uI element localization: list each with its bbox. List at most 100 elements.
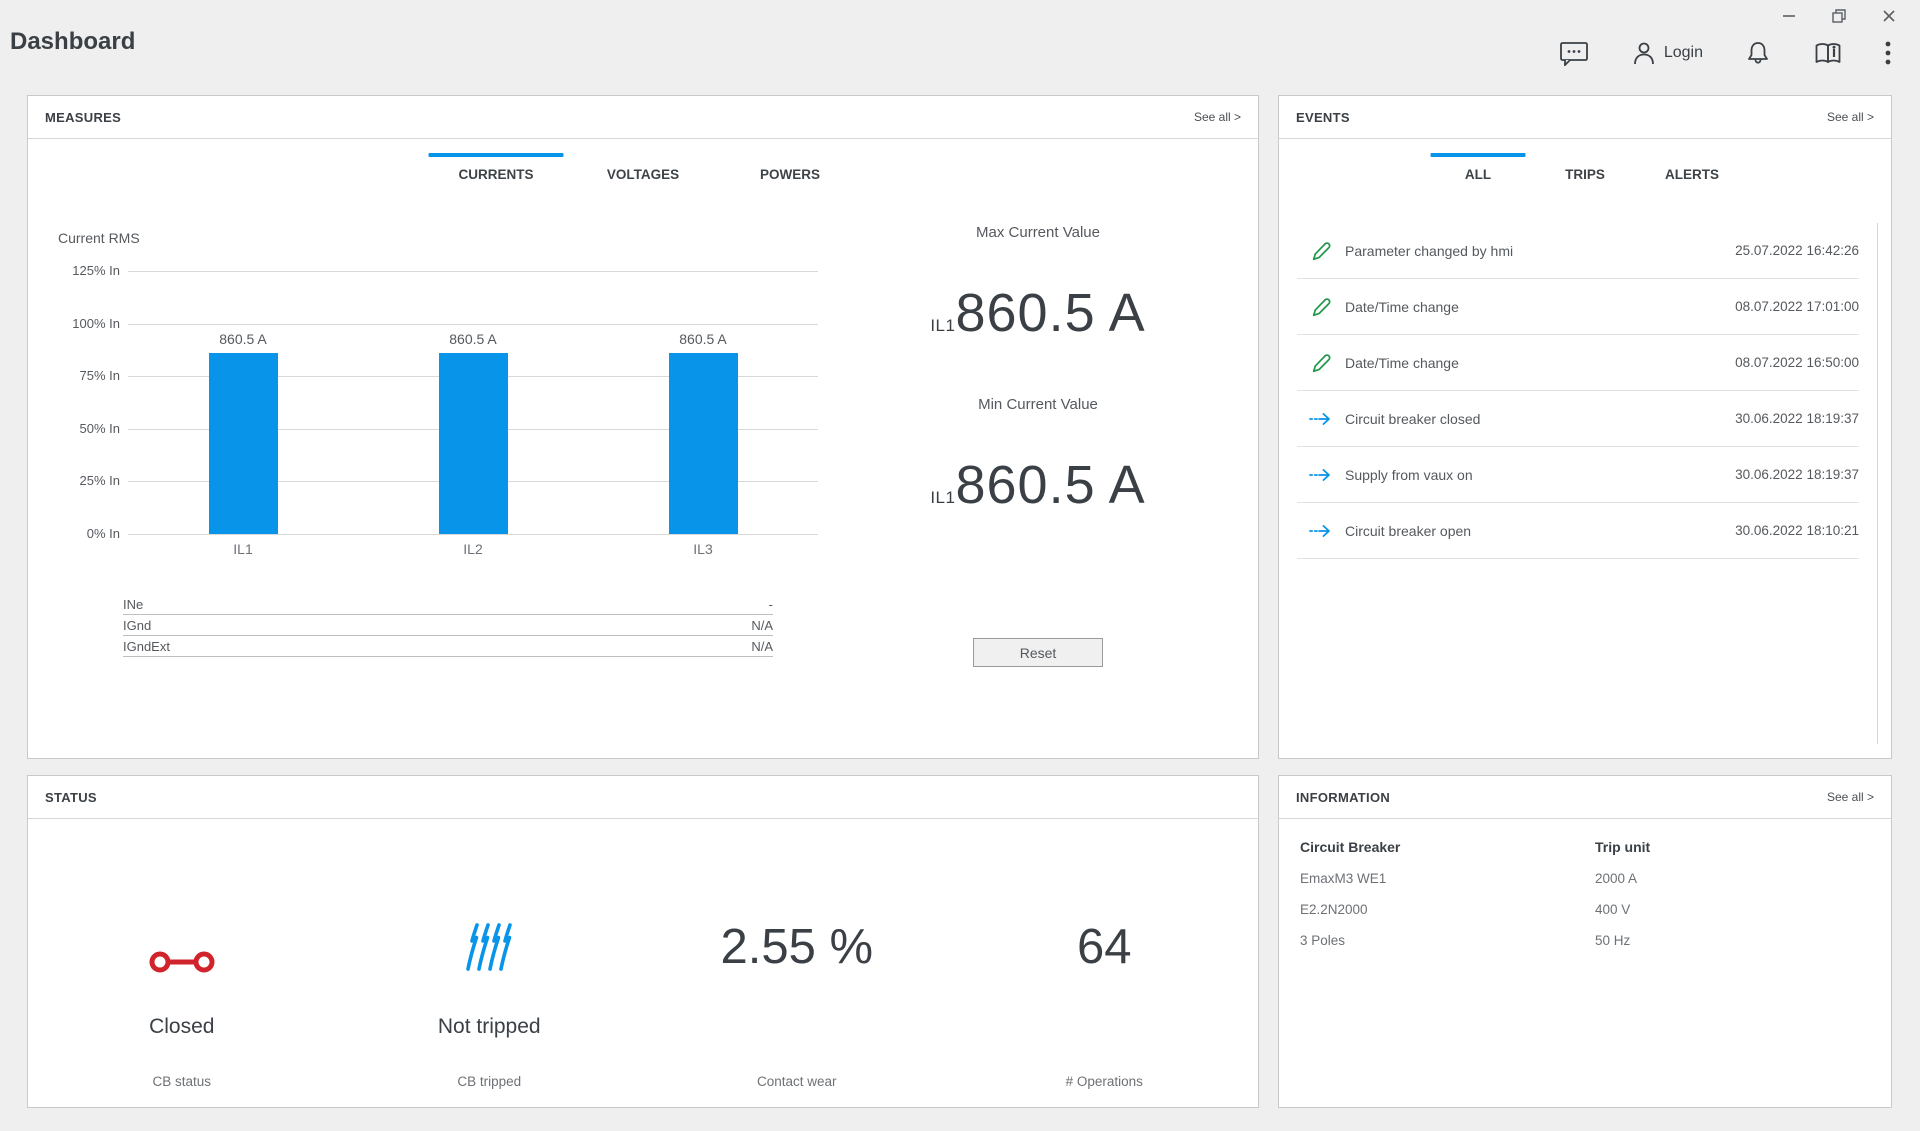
events-panel: EVENTS See all > ALL TRIPS ALERTS Parame… xyxy=(1278,95,1892,759)
cb-closed-icon xyxy=(28,914,336,1009)
notifications-button[interactable] xyxy=(1724,36,1792,70)
dashed-arrow-icon xyxy=(1309,463,1333,487)
current-rms-chart: 860.5 A IL1 860.5 A IL2 860.5 A IL3 xyxy=(128,271,818,557)
operations-tile: 64 # Operations xyxy=(951,819,1259,1109)
trip-unit-frequency: 50 Hz xyxy=(1595,933,1631,948)
manual-book-icon xyxy=(1813,41,1843,66)
trip-unit-current: 2000 A xyxy=(1595,871,1638,886)
cb-tripped-tile: Not tripped CB tripped xyxy=(336,819,644,1109)
measures-panel-header: MEASURES See all > xyxy=(28,96,1258,139)
measures-tabs: CURRENTS VOLTAGES POWERS xyxy=(423,153,864,182)
contact-wear-label: Contact wear xyxy=(756,1074,837,1089)
bar-value-label: 860.5 A xyxy=(219,330,267,347)
table-row: IGndExt N/A xyxy=(123,636,773,657)
cb-status-value: Closed xyxy=(149,1015,215,1038)
cb-tripped-value: Not tripped xyxy=(437,1015,541,1038)
bar-value-label: 860.5 A xyxy=(679,330,727,347)
min-current-value: IL1860.5 A xyxy=(930,455,1146,515)
max-min-current-block: Max Current Value IL1860.5 A Min Current… xyxy=(868,96,1208,758)
bar-category-label: IL3 xyxy=(693,541,713,557)
events-scrollbar-track[interactable] xyxy=(1877,223,1878,744)
user-icon xyxy=(1631,40,1657,66)
tab-all[interactable]: ALL xyxy=(1430,153,1526,182)
chart-title: Current RMS xyxy=(58,230,140,246)
cb-tripped-label: CB tripped xyxy=(457,1074,522,1089)
table-row: INe - xyxy=(123,594,773,615)
event-row[interactable]: Date/Time change 08.07.2022 17:01:00 xyxy=(1297,279,1859,335)
cb-model: EmaxM3 WE1 xyxy=(1300,871,1387,886)
tab-alerts[interactable]: ALERTS xyxy=(1665,167,1719,182)
information-title: INFORMATION xyxy=(1296,789,1391,805)
status-panel: STATUS Closed CB status xyxy=(27,775,1259,1108)
trip-unit-voltage: 400 V xyxy=(1595,902,1631,917)
page-title: Dashboard xyxy=(10,28,136,55)
bar-group-il3: 860.5 A IL3 xyxy=(588,271,818,557)
bar-group-il1: 860.5 A IL1 xyxy=(128,271,358,557)
top-bar: Dashboard xyxy=(0,0,1920,95)
close-button[interactable] xyxy=(1864,0,1914,32)
cb-poles: 3 Poles xyxy=(1300,933,1346,948)
trip-unit-column: Trip unit 2000 A 400 V 50 Hz xyxy=(1595,819,1650,948)
cb-status-tile: Closed CB status xyxy=(28,819,336,1109)
pencil-icon xyxy=(1309,239,1333,263)
status-grid: Closed CB status Not tripped CB tripped … xyxy=(28,819,1258,1109)
operations-label: # Operations xyxy=(1065,1074,1143,1089)
contact-wear-value: 2.55 % xyxy=(720,920,874,974)
bar-category-label: IL2 xyxy=(463,541,483,557)
restore-icon xyxy=(1831,8,1847,24)
cb-status-label: CB status xyxy=(152,1074,212,1089)
tab-trips[interactable]: TRIPS xyxy=(1565,167,1605,182)
dashed-arrow-icon xyxy=(1309,519,1333,543)
window-controls xyxy=(1764,0,1914,32)
header-actions: Login xyxy=(1538,36,1912,70)
event-row[interactable]: Parameter changed by hmi 25.07.2022 16:4… xyxy=(1297,223,1859,279)
reset-button[interactable]: Reset xyxy=(973,638,1103,667)
active-tab-indicator xyxy=(1430,153,1526,157)
manual-button[interactable] xyxy=(1792,36,1864,70)
pencil-icon xyxy=(1309,295,1333,319)
events-panel-header: EVENTS See all > xyxy=(1279,96,1891,139)
login-button[interactable]: Login xyxy=(1610,36,1724,70)
contact-wear-tile: 2.55 % Contact wear xyxy=(643,819,951,1109)
chat-button[interactable] xyxy=(1538,36,1610,70)
circuit-breaker-header: Circuit Breaker xyxy=(1300,839,1401,855)
tab-currents[interactable]: CURRENTS xyxy=(428,153,564,182)
minimize-button[interactable] xyxy=(1764,0,1814,32)
bell-icon xyxy=(1745,40,1771,67)
tab-powers[interactable]: POWERS xyxy=(759,167,820,182)
events-see-all-link[interactable]: See all > xyxy=(1826,110,1874,124)
login-label: Login xyxy=(1663,44,1703,61)
table-row: IGnd N/A xyxy=(123,615,773,636)
dashed-arrow-icon xyxy=(1309,407,1333,431)
tab-voltages[interactable]: VOLTAGES xyxy=(606,167,680,182)
information-see-all-link[interactable]: See all > xyxy=(1826,790,1874,804)
not-tripped-icon xyxy=(336,899,644,994)
events-list: Parameter changed by hmi 25.07.2022 16:4… xyxy=(1297,223,1859,559)
restore-button[interactable] xyxy=(1814,0,1864,32)
events-title: EVENTS xyxy=(1296,109,1350,125)
measures-see-all-link[interactable]: See all > xyxy=(1193,110,1241,124)
max-current-value: IL1860.5 A xyxy=(930,283,1146,343)
bar-group-il2: 860.5 A IL2 xyxy=(358,271,588,557)
information-panel-header: INFORMATION See all > xyxy=(1279,776,1891,819)
operations-value: 64 xyxy=(1076,920,1132,974)
min-current-caption: Min Current Value xyxy=(978,396,1098,413)
chart-y-axis: 125% In 100% In 75% In 50% In 25% In 0% … xyxy=(72,263,120,541)
cb-type: E2.2N2000 xyxy=(1300,902,1368,917)
chart-bar xyxy=(438,352,508,534)
more-menu-button[interactable] xyxy=(1864,36,1912,70)
minimize-icon xyxy=(1781,8,1797,24)
event-row[interactable]: Date/Time change 08.07.2022 16:50:00 xyxy=(1297,335,1859,391)
bar-value-label: 860.5 A xyxy=(449,330,497,347)
information-panel: INFORMATION See all > Circuit Breaker Em… xyxy=(1278,775,1892,1108)
chat-icon xyxy=(1559,40,1589,66)
event-row[interactable]: Supply from vaux on 30.06.2022 18:19:37 xyxy=(1297,447,1859,503)
chart-bar xyxy=(208,352,278,534)
event-row[interactable]: Circuit breaker open 30.06.2022 18:10:21 xyxy=(1297,503,1859,559)
max-current-caption: Max Current Value xyxy=(976,224,1100,241)
trip-unit-header: Trip unit xyxy=(1595,839,1651,855)
events-tabs: ALL TRIPS ALERTS xyxy=(1425,153,1746,182)
circuit-breaker-column: Circuit Breaker EmaxM3 WE1 E2.2N2000 3 P… xyxy=(1300,819,1400,948)
measures-panel: MEASURES See all > CURRENTS VOLTAGES POW… xyxy=(27,95,1259,759)
event-row[interactable]: Circuit breaker closed 30.06.2022 18:19:… xyxy=(1297,391,1859,447)
